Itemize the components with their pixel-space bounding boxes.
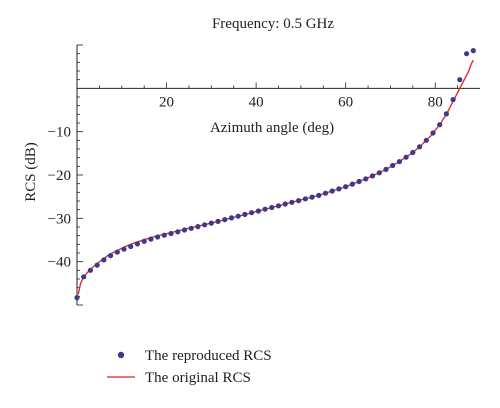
reproduced-rcs-point (255, 208, 261, 214)
reproduced-rcs-point (195, 224, 201, 230)
legend: The reproduced RCS The original RCS (107, 348, 272, 386)
reproduced-rcs-point (423, 137, 429, 143)
x-tick-label: 80 (428, 94, 443, 110)
reproduced-rcs-point (101, 257, 107, 263)
legend-label-original: The original RCS (145, 370, 251, 386)
reproduced-rcs-point (249, 210, 255, 216)
reproduced-rcs-point (202, 222, 208, 228)
reproduced-rcs-point (457, 77, 463, 83)
x-tick-label: 60 (338, 94, 353, 110)
original-rcs-line (77, 59, 474, 295)
reproduced-rcs-point (470, 48, 476, 54)
legend-label-reproduced: The reproduced RCS (145, 348, 272, 364)
x-axis-label: Azimuth angle (deg) (210, 120, 334, 136)
reproduced-rcs-point (134, 241, 140, 247)
reproduced-rcs-point (275, 203, 282, 209)
reproduced-rcs-point (316, 192, 322, 198)
reproduced-rcs-point (161, 232, 167, 238)
reproduced-rcs-point (322, 190, 329, 196)
y-tick-label: −30 (48, 211, 71, 227)
x-tick-label: 20 (159, 94, 174, 110)
reproduced-rcs-point (390, 162, 396, 169)
reproduced-rcs-point (222, 217, 228, 223)
reproduced-rcs-point (417, 144, 423, 150)
reproduced-rcs-point (141, 238, 147, 244)
reproduced-rcs-point (430, 130, 436, 136)
reproduced-rcs-point (175, 229, 181, 235)
reproduced-rcs-point (443, 111, 449, 117)
y-tick-label: −20 (48, 168, 71, 184)
reproduced-rcs-point (376, 170, 382, 176)
reproduced-rcs-point (396, 159, 402, 165)
reproduced-rcs-point (228, 215, 235, 221)
reproduced-rcs-point (81, 274, 87, 280)
reproduced-rcs-point (349, 181, 355, 187)
reproduced-rcs-point (302, 196, 308, 202)
reproduced-rcs-point (269, 204, 275, 211)
reproduced-rcs-point (242, 211, 248, 217)
reproduced-rcs-point (87, 267, 93, 273)
reproduced-rcs-point (148, 236, 154, 242)
reproduced-rcs-point (369, 173, 376, 179)
y-tick-label: −40 (48, 255, 71, 271)
reproduced-rcs-point (181, 227, 188, 233)
y-axis-label: RCS (dB) (23, 142, 39, 202)
reproduced-rcs-point (309, 194, 315, 200)
reproduced-rcs-point (235, 213, 241, 219)
reproduced-rcs-point (296, 198, 302, 204)
reproduced-rcs-point (336, 186, 342, 192)
reproduced-rcs-point (262, 206, 268, 212)
reproduced-rcs-point (289, 199, 295, 205)
reproduced-rcs-point (383, 166, 389, 172)
original-rcs-curve (77, 59, 474, 295)
reproduced-rcs-point (128, 243, 134, 250)
axes: 20 40 60 80 −40 −30 −20 −10 (48, 44, 480, 306)
reproduced-rcs-point (363, 176, 369, 182)
reproduced-rcs-point (74, 295, 80, 301)
reproduced-rcs-point (450, 97, 456, 103)
reproduced-rcs-point (121, 246, 127, 252)
reproduced-rcs-point (437, 122, 443, 128)
reproduced-rcs-point (208, 220, 214, 226)
chart-title: Frequency: 0.5 GHz (212, 16, 334, 32)
reproduced-rcs-point (108, 253, 114, 259)
y-tick-label: −10 (48, 125, 71, 141)
x-tick-label: 40 (249, 94, 264, 110)
legend-marker-reproduced (117, 351, 125, 359)
reproduced-rcs-point (114, 249, 120, 255)
reproduced-rcs-point (282, 201, 288, 207)
reproduced-rcs-point (403, 154, 409, 160)
reproduced-rcs-point (410, 149, 416, 156)
reproduced-rcs-point (168, 230, 174, 237)
reproduced-rcs-point (94, 262, 100, 268)
reproduced-rcs-points (74, 48, 476, 301)
reproduced-rcs-point (329, 188, 335, 194)
reproduced-rcs-point (356, 178, 362, 185)
reproduced-rcs-point (343, 184, 349, 190)
reproduced-rcs-point (188, 225, 194, 231)
reproduced-rcs-point (155, 234, 161, 240)
reproduced-rcs-point (215, 218, 221, 224)
reproduced-rcs-point (464, 51, 470, 57)
